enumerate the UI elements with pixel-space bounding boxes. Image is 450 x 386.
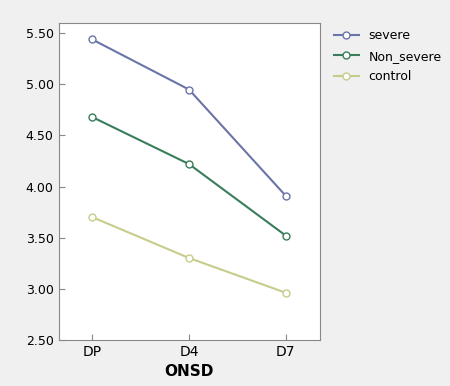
Line: severe: severe bbox=[89, 36, 289, 199]
severe bbox=[283, 193, 288, 198]
Non_severe bbox=[283, 233, 288, 238]
control bbox=[186, 256, 192, 260]
Non_severe bbox=[90, 115, 95, 119]
control bbox=[90, 215, 95, 220]
Line: Non_severe: Non_severe bbox=[89, 113, 289, 239]
Legend: severe, Non_severe, control: severe, Non_severe, control bbox=[333, 29, 442, 83]
severe bbox=[90, 37, 95, 42]
Line: control: control bbox=[89, 214, 289, 296]
Non_severe bbox=[186, 162, 192, 166]
severe bbox=[186, 87, 192, 92]
X-axis label: ONSD: ONSD bbox=[164, 364, 214, 379]
control bbox=[283, 290, 288, 295]
